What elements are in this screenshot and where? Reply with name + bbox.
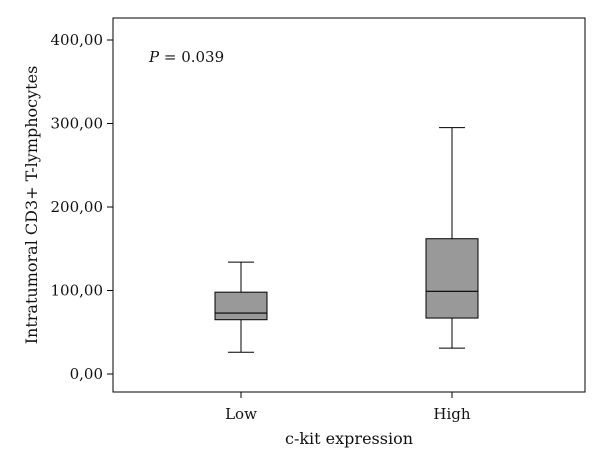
x-tick-label: Low — [225, 405, 257, 423]
y-axis-title: Intratumoral CD3+ T-lymphocytes — [22, 66, 41, 345]
y-tick-label: 200,00 — [51, 198, 104, 216]
box-series — [214, 127, 479, 353]
y-tick-label: 400,00 — [51, 31, 104, 49]
y-axis: 0,00 100,00 200,00 300,00 400,00 — [51, 31, 113, 383]
x-tick-label: High — [433, 405, 470, 423]
y-tick-label: 0,00 — [70, 365, 103, 383]
y-tick-label: 100,00 — [51, 282, 104, 300]
x-axis: Low High — [225, 392, 471, 423]
box-high — [425, 127, 479, 349]
p-value-annotation: P = 0.039 — [148, 48, 224, 66]
p-value-text: = 0.039 — [159, 48, 224, 66]
iqr-box — [425, 238, 479, 319]
plot-frame — [112, 17, 586, 393]
y-tick-label: 300,00 — [51, 115, 104, 133]
x-axis-title: c-kit expression — [285, 429, 413, 448]
iqr-box — [214, 291, 268, 321]
p-value-symbol: P — [148, 48, 160, 66]
box-low — [214, 261, 268, 353]
